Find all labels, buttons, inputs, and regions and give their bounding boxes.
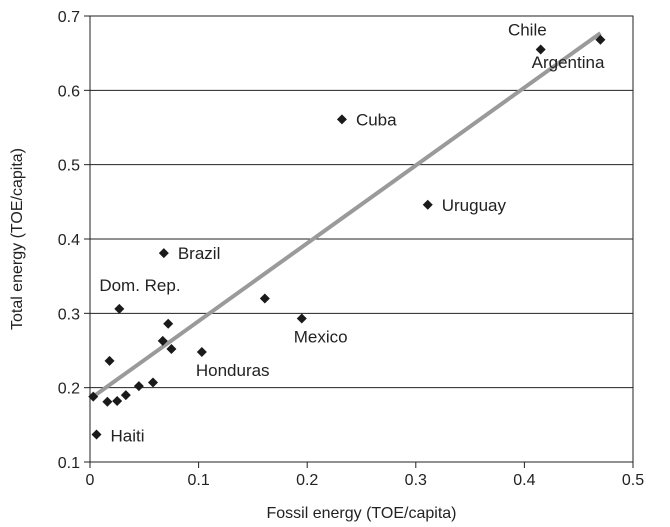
point-label: Mexico (294, 328, 348, 347)
data-point (259, 293, 270, 304)
data-point (91, 429, 102, 440)
data-point (114, 303, 125, 314)
x-tick-label: 0.2 (296, 472, 318, 489)
data-point (120, 390, 131, 401)
x-axis-title: Fossil energy (TOE/capita) (267, 505, 457, 522)
x-tick-label: 0.3 (405, 472, 427, 489)
point-label: Cuba (356, 110, 397, 129)
data-point (535, 44, 546, 55)
x-tick-label: 0.5 (622, 472, 644, 489)
point-label: Dom. Rep. (99, 276, 180, 295)
data-point (147, 377, 158, 388)
trendline (92, 31, 602, 399)
data-point (595, 34, 606, 45)
y-tick-label: 0.2 (58, 381, 80, 398)
y-tick-label: 0.4 (58, 232, 80, 249)
x-tick-label: 0.4 (513, 472, 535, 489)
data-point (158, 248, 169, 259)
data-point (133, 381, 144, 392)
x-tick-label: 0.1 (187, 472, 209, 489)
data-point (196, 346, 207, 357)
x-axis-ticks: 0 0.1 0.2 0.3 0.4 0.5 (86, 462, 644, 489)
data-point (157, 335, 168, 346)
point-label: Haiti (111, 426, 145, 445)
point-label: Honduras (196, 361, 270, 380)
data-point (163, 318, 174, 329)
y-tick-label: 0.1 (58, 455, 80, 472)
y-tick-label: 0.3 (58, 306, 80, 323)
data-point (88, 391, 99, 402)
data-points (88, 34, 606, 440)
point-label: Brazil (178, 244, 221, 263)
x-tick-label: 0 (86, 472, 95, 489)
y-tick-label: 0.7 (58, 9, 80, 26)
data-point (336, 114, 347, 125)
point-label: Argentina (532, 53, 605, 72)
y-axis-title: Total energy (TOE/capita) (9, 148, 26, 330)
data-point (422, 199, 433, 210)
point-label: Uruguay (442, 196, 507, 215)
data-point (166, 344, 177, 355)
point-label: Chile (508, 20, 547, 39)
y-axis-ticks: 0.1 0.2 0.3 0.4 0.5 0.6 0.7 (58, 9, 90, 472)
y-tick-label: 0.6 (58, 83, 80, 100)
data-point (102, 396, 113, 407)
data-point (112, 396, 123, 407)
data-point (104, 355, 115, 366)
data-point (296, 313, 307, 324)
gridlines (90, 89, 633, 389)
y-tick-label: 0.5 (58, 158, 80, 175)
point-labels: Haiti Dom. Rep. Brazil Honduras Mexico Cuba Ur… (99, 20, 605, 445)
